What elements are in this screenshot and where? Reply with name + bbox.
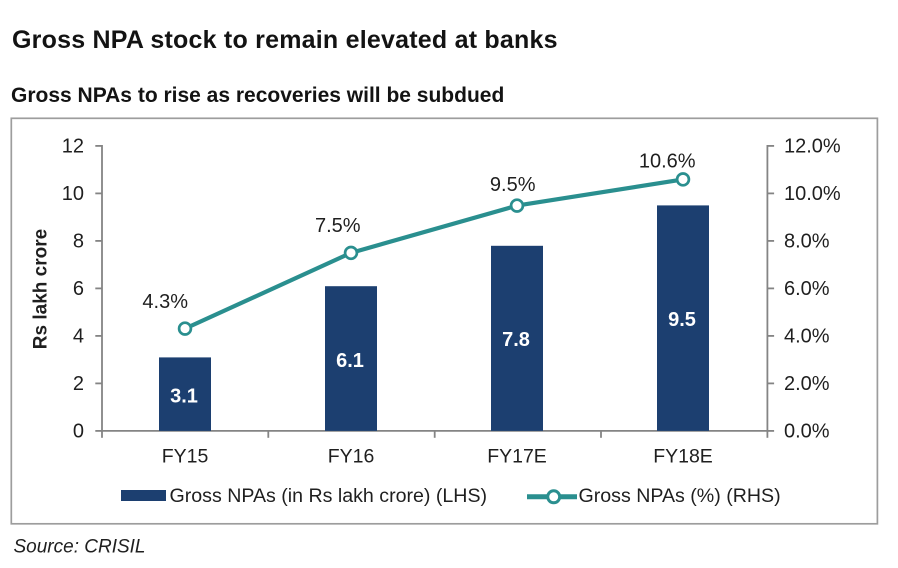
svg-text:6.0%: 6.0%: [784, 278, 830, 300]
svg-text:7.8: 7.8: [502, 329, 530, 351]
svg-text:4: 4: [73, 326, 84, 348]
svg-text:10.0%: 10.0%: [784, 183, 841, 205]
svg-text:8: 8: [73, 231, 84, 253]
svg-text:FY16: FY16: [328, 446, 375, 468]
svg-text:Gross NPAs to rise as recoveri: Gross NPAs to rise as recoveries will be…: [11, 84, 504, 107]
svg-text:4.3%: 4.3%: [142, 291, 188, 313]
svg-text:8.0%: 8.0%: [784, 231, 830, 253]
svg-text:0: 0: [73, 421, 84, 443]
svg-text:12.0%: 12.0%: [784, 136, 841, 158]
svg-text:FY15: FY15: [162, 446, 209, 468]
svg-text:Source: CRISIL: Source: CRISIL: [14, 537, 146, 558]
svg-text:9.5%: 9.5%: [490, 174, 536, 196]
svg-text:7.5%: 7.5%: [315, 215, 361, 237]
svg-text:4.0%: 4.0%: [784, 326, 830, 348]
svg-text:6: 6: [73, 278, 84, 300]
svg-text:9.5: 9.5: [668, 309, 696, 331]
svg-text:Rs lakh crore: Rs lakh crore: [31, 229, 52, 349]
svg-text:FY17E: FY17E: [487, 446, 547, 468]
svg-text:12: 12: [62, 136, 84, 158]
svg-text:6.1: 6.1: [336, 350, 364, 372]
svg-text:Gross NPAs (%) (RHS): Gross NPAs (%) (RHS): [579, 485, 781, 507]
svg-text:3.1: 3.1: [170, 385, 198, 407]
svg-text:10: 10: [62, 183, 84, 205]
svg-text:2: 2: [73, 373, 84, 395]
svg-text:0.0%: 0.0%: [784, 421, 830, 443]
svg-text:2.0%: 2.0%: [784, 373, 830, 395]
svg-text:FY18E: FY18E: [653, 446, 713, 468]
svg-text:10.6%: 10.6%: [639, 150, 696, 172]
svg-text:Gross NPAs (in Rs lakh crore): Gross NPAs (in Rs lakh crore) (LHS): [170, 485, 488, 507]
svg-text:Gross NPA stock to remain elev: Gross NPA stock to remain elevated at ba…: [12, 26, 558, 54]
